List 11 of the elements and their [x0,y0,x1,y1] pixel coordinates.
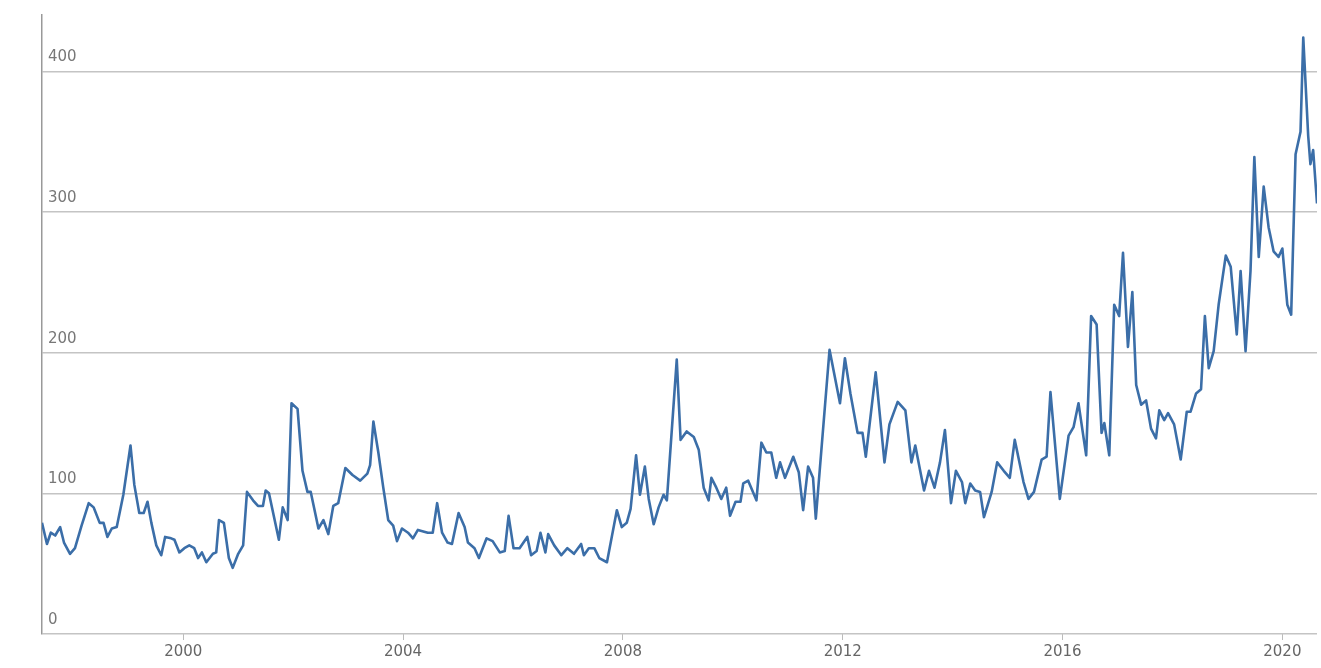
x-tick-label: 2012 [823,641,862,660]
y-tick-label: 0 [48,609,58,628]
x-tick-label: 2008 [603,641,642,660]
x-tick-label: 2016 [1043,641,1082,660]
y-tick-label: 400 [48,47,77,66]
y-tick-label: 200 [48,328,77,347]
y-tick-label: 300 [48,187,77,206]
x-tick-label: 2000 [164,641,203,660]
x-tick-label: 2020 [1263,641,1302,660]
y-tick-label: 100 [48,469,77,488]
x-tick-label: 2004 [383,641,423,660]
